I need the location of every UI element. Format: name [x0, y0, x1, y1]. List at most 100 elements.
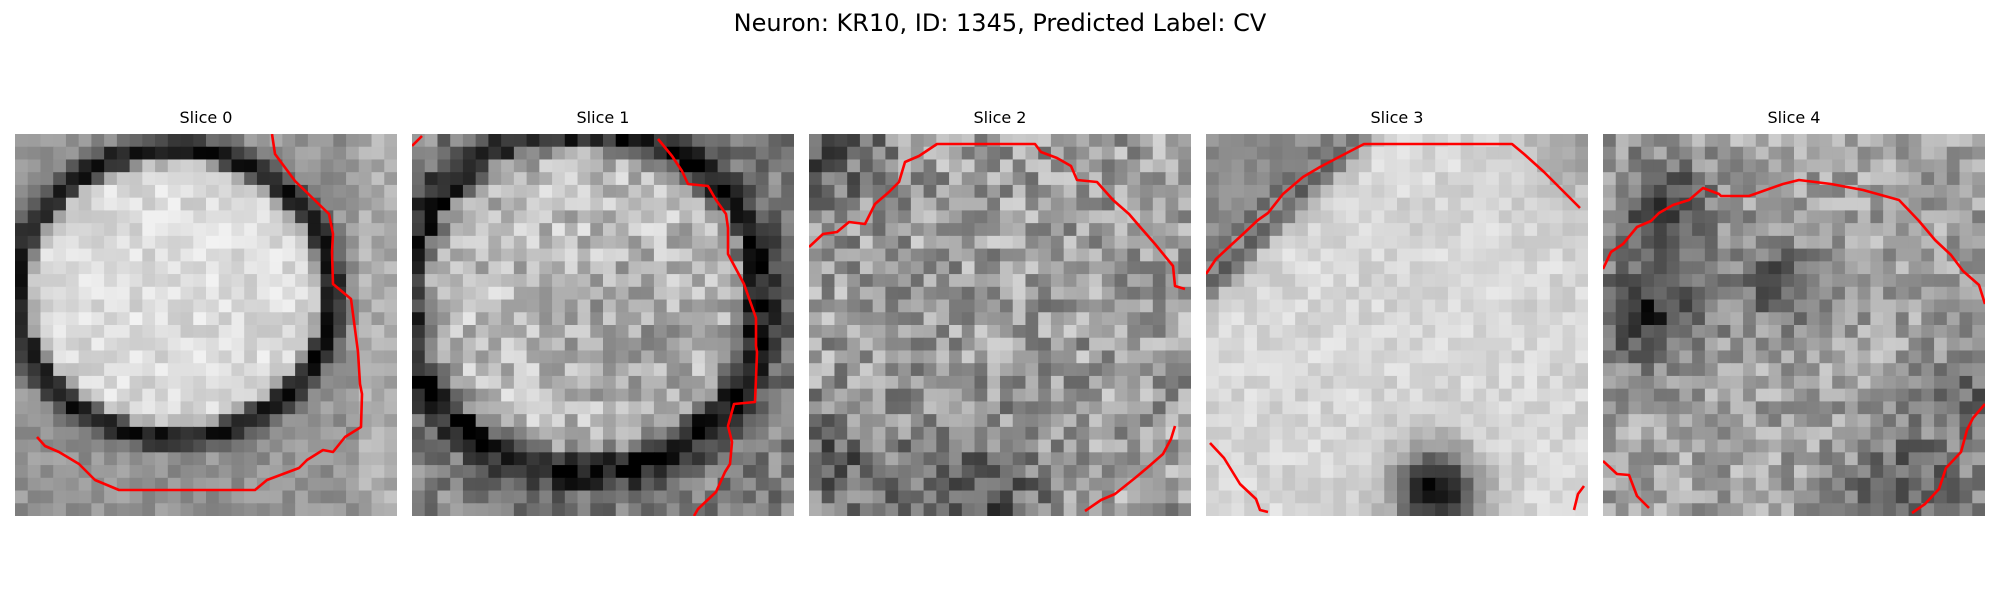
pixel-cell [206, 325, 220, 339]
pixel-cell [104, 375, 118, 390]
pixel-cell [987, 414, 1001, 428]
pixel-cell [1384, 299, 1398, 313]
pixel-cell [1346, 439, 1360, 453]
pixel-cell [501, 197, 515, 211]
pixel-cell [743, 414, 757, 428]
pixel-cell [1844, 223, 1859, 237]
pixel-cell [1089, 261, 1103, 275]
pixel-cell [885, 477, 899, 492]
pixel-cell [40, 503, 54, 516]
pixel-cell [1295, 465, 1309, 479]
pixel-cell [1781, 235, 1795, 250]
pixel-cell [1346, 172, 1360, 186]
pixel-cell [1178, 235, 1191, 250]
pixel-cell [603, 184, 617, 199]
pixel-cell [15, 134, 29, 148]
pixel-cell [847, 426, 861, 441]
pixel-cell [412, 235, 426, 250]
pixel-cell [872, 299, 886, 313]
pixel-cell [206, 465, 220, 479]
pixel-cell [155, 401, 169, 415]
pixel-cell [1282, 388, 1296, 402]
pixel-cell [847, 274, 861, 288]
pixel-cell [564, 197, 579, 211]
pixel-cell [53, 223, 67, 237]
pixel-cell [1511, 363, 1525, 377]
pixel-cell [872, 210, 886, 224]
pixel-cell [1575, 159, 1588, 173]
pixel-cell [358, 350, 373, 364]
pixel-cell [78, 375, 92, 390]
pixel-cell [1384, 235, 1398, 250]
pixel-cell [768, 286, 782, 301]
pixel-cell [1743, 426, 1757, 441]
pixel-cell [1692, 210, 1706, 224]
pixel-cell [78, 134, 92, 148]
pixel-cell [1050, 134, 1065, 148]
pixel-cell [206, 261, 220, 275]
pixel-cell [923, 477, 937, 492]
pixel-cell [1127, 197, 1141, 211]
pixel-cell [142, 261, 156, 275]
pixel-cell [475, 261, 489, 275]
pixel-cell [539, 223, 553, 237]
pixel-cell [142, 184, 156, 199]
pixel-cell [755, 477, 770, 492]
pixel-cell [590, 439, 604, 453]
pixel-cell [333, 414, 347, 428]
pixel-cell [564, 210, 579, 224]
pixel-cell [1743, 325, 1757, 339]
pixel-cell [847, 184, 861, 199]
pixel-cell [65, 172, 80, 186]
pixel-cell [603, 223, 617, 237]
pixel-cell [1692, 286, 1706, 301]
pixel-cell [1524, 184, 1538, 199]
pixel-cell [437, 350, 451, 364]
pixel-cell [244, 312, 258, 326]
pixel-cell [641, 337, 655, 352]
pixel-cell [155, 134, 169, 148]
pixel-cell [961, 503, 976, 516]
pixel-cell [1768, 146, 1782, 161]
pixel-cell [1641, 375, 1655, 390]
pixel-cell [1089, 439, 1103, 453]
pixel-cell [488, 134, 502, 148]
pixel-cell [834, 490, 848, 504]
pixel-cell [1537, 401, 1551, 415]
pixel-cell [743, 146, 757, 161]
pixel-cell [1768, 223, 1782, 237]
pixel-cell [1127, 452, 1141, 466]
pixel-cell [1972, 235, 1985, 250]
pixel-cell [936, 503, 950, 516]
pixel-cell [1704, 439, 1719, 453]
pixel-cell [193, 490, 207, 504]
pixel-cell [1704, 223, 1719, 237]
pixel-cell [1358, 274, 1373, 288]
pixel-cell [53, 210, 67, 224]
pixel-cell [717, 503, 731, 516]
pixel-cell [346, 401, 360, 415]
pixel-cell [898, 325, 912, 339]
pixel-cell [809, 375, 823, 390]
pixel-cell [15, 490, 29, 504]
pixel-cell [1076, 261, 1090, 275]
pixel-cell [1038, 426, 1052, 441]
pixel-cell [987, 363, 1001, 377]
pixel-cell [1140, 414, 1154, 428]
pixel-cell [78, 261, 92, 275]
pixel-cell [1524, 134, 1538, 148]
pixel-cell [424, 197, 439, 211]
pixel-cell [1895, 159, 1910, 173]
pixel-cell [1320, 172, 1334, 186]
pixel-cell [206, 159, 220, 173]
pixel-cell [40, 426, 54, 441]
pixel-cell [462, 146, 477, 161]
pixel-cell [717, 325, 731, 339]
pixel-cell [755, 134, 770, 148]
pixel-cell [743, 350, 757, 364]
pixel-cell [1781, 401, 1795, 415]
pixel-cell [1959, 503, 1973, 516]
pixel-cell [1038, 401, 1052, 415]
pixel-cell [1140, 465, 1154, 479]
pixel-cell [1549, 337, 1564, 352]
